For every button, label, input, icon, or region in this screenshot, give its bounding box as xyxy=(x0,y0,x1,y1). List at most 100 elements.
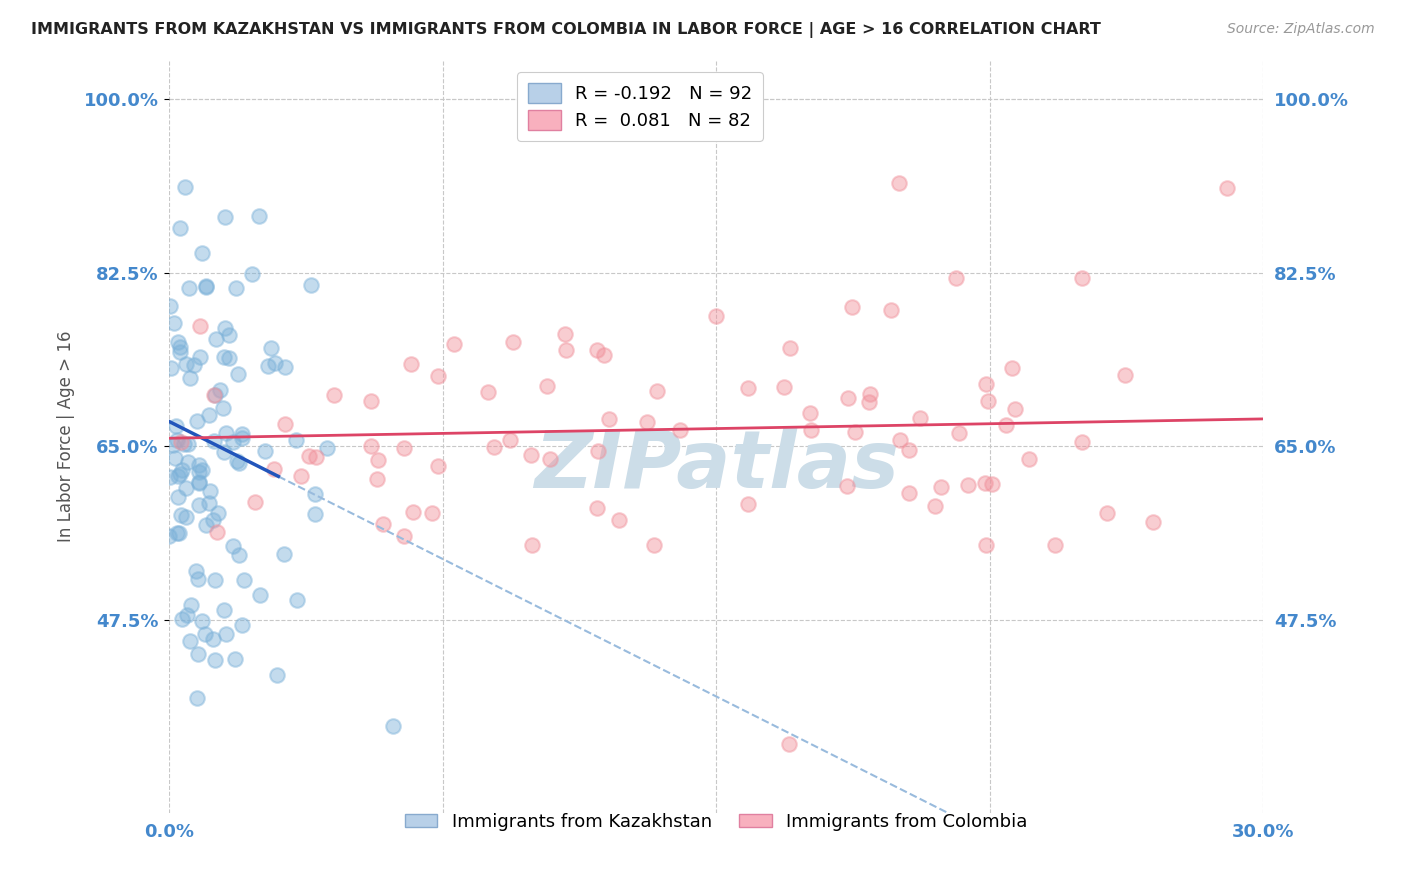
Point xyxy=(924,499,946,513)
Point xyxy=(169,344,191,359)
Point xyxy=(520,448,543,462)
Point xyxy=(382,719,405,733)
Point xyxy=(322,388,344,402)
Point xyxy=(166,525,188,540)
Point xyxy=(360,394,382,409)
Point xyxy=(1001,361,1024,376)
Point xyxy=(499,433,522,447)
Point xyxy=(173,436,195,450)
Point xyxy=(188,350,211,364)
Point xyxy=(402,505,425,519)
Point xyxy=(285,592,308,607)
Point xyxy=(880,302,903,317)
Point xyxy=(215,426,238,441)
Point xyxy=(207,506,229,520)
Point xyxy=(373,516,395,531)
Point xyxy=(554,343,576,357)
Point xyxy=(977,394,1000,409)
Point xyxy=(799,406,821,420)
Point xyxy=(669,423,692,437)
Point xyxy=(298,449,321,463)
Point xyxy=(522,538,544,552)
Point xyxy=(162,437,184,451)
Point xyxy=(187,648,209,662)
Point xyxy=(212,401,235,416)
Point xyxy=(187,498,209,512)
Point xyxy=(482,440,505,454)
Point xyxy=(159,469,181,483)
Text: ZIPatlas: ZIPatlas xyxy=(534,427,898,506)
Point xyxy=(159,299,181,313)
Point xyxy=(188,318,211,333)
Point xyxy=(897,486,920,500)
Point xyxy=(778,737,800,751)
Point xyxy=(212,603,235,617)
Point xyxy=(585,343,607,358)
Point xyxy=(222,539,245,553)
Point xyxy=(274,359,297,374)
Point xyxy=(240,268,263,282)
Point xyxy=(858,394,880,409)
Point xyxy=(316,441,339,455)
Point xyxy=(214,321,236,335)
Point xyxy=(232,573,254,587)
Point xyxy=(204,653,226,667)
Point xyxy=(177,455,200,469)
Point xyxy=(249,588,271,602)
Point xyxy=(974,538,997,552)
Point xyxy=(399,357,422,371)
Point xyxy=(285,433,308,447)
Point xyxy=(645,384,668,399)
Point xyxy=(187,465,209,479)
Point xyxy=(188,476,211,491)
Point xyxy=(266,668,288,682)
Point xyxy=(243,495,266,509)
Point xyxy=(179,634,201,648)
Point xyxy=(183,359,205,373)
Point xyxy=(253,443,276,458)
Point xyxy=(948,426,970,441)
Y-axis label: In Labor Force | Age > 16: In Labor Force | Age > 16 xyxy=(58,331,75,542)
Point xyxy=(204,332,226,346)
Point xyxy=(170,508,193,522)
Point xyxy=(1004,401,1026,416)
Point xyxy=(170,612,193,626)
Point xyxy=(366,472,388,486)
Point xyxy=(859,387,882,401)
Point xyxy=(392,529,415,543)
Point xyxy=(772,380,794,394)
Point xyxy=(643,538,665,552)
Point xyxy=(1216,181,1239,195)
Point xyxy=(304,487,326,501)
Point xyxy=(956,477,979,491)
Point xyxy=(207,524,229,539)
Point xyxy=(554,326,576,341)
Point xyxy=(160,360,183,375)
Point xyxy=(167,469,190,483)
Point xyxy=(536,379,558,393)
Point xyxy=(225,281,247,295)
Point xyxy=(910,411,932,425)
Point xyxy=(779,341,801,355)
Point xyxy=(256,359,278,373)
Point xyxy=(981,476,1004,491)
Point xyxy=(844,425,866,440)
Point xyxy=(166,335,188,350)
Point xyxy=(177,437,200,451)
Point xyxy=(169,467,191,482)
Point xyxy=(169,341,191,355)
Point xyxy=(198,483,221,498)
Point xyxy=(274,417,297,432)
Point xyxy=(586,443,609,458)
Point xyxy=(887,177,910,191)
Point xyxy=(367,453,389,467)
Point xyxy=(538,451,561,466)
Point xyxy=(477,385,499,400)
Point xyxy=(201,632,224,647)
Point xyxy=(165,418,187,433)
Point xyxy=(174,509,197,524)
Text: IMMIGRANTS FROM KAZAKHSTAN VS IMMIGRANTS FROM COLOMBIA IN LABOR FORCE | AGE > 16: IMMIGRANTS FROM KAZAKHSTAN VS IMMIGRANTS… xyxy=(31,22,1101,38)
Point xyxy=(194,627,217,641)
Point xyxy=(184,564,207,578)
Point xyxy=(226,454,249,468)
